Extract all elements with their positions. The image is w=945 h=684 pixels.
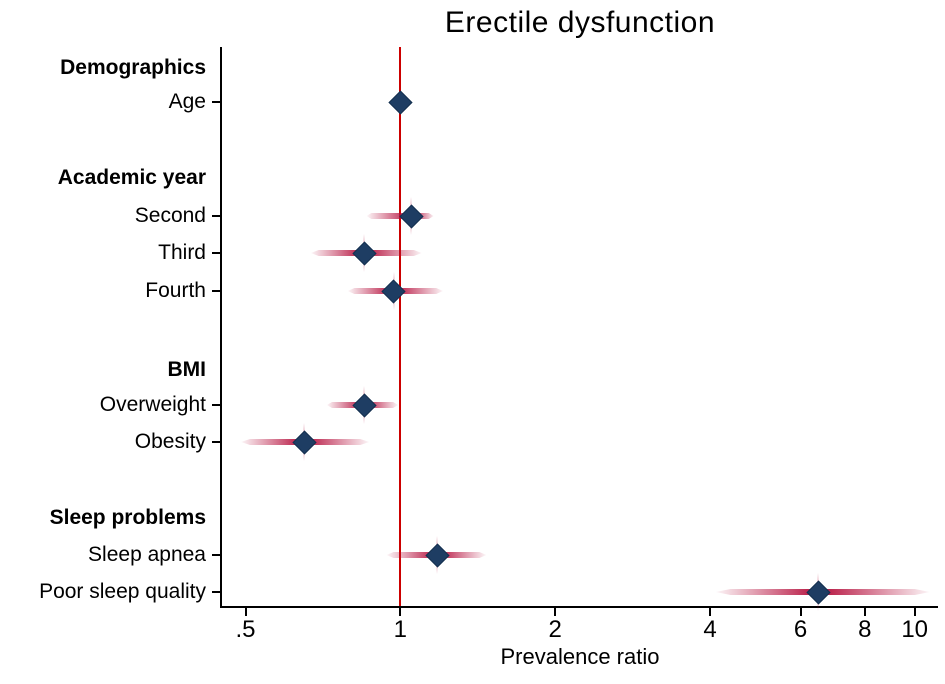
- group-header-label: BMI: [167, 358, 207, 381]
- x-tick-label: 1: [393, 616, 408, 643]
- row-label: Second: [134, 204, 206, 227]
- row-label: Overweight: [99, 393, 206, 416]
- point-marker: [352, 240, 377, 266]
- chart-title: Erectile dysfunction: [444, 6, 716, 39]
- y-tick: [212, 441, 220, 443]
- point-marker: [388, 89, 413, 115]
- point-marker: [381, 278, 406, 304]
- group-header-label: Demographics: [60, 56, 206, 79]
- point-marker: [425, 542, 450, 568]
- row-label: Age: [168, 90, 206, 113]
- group-header-label: Academic year: [57, 166, 206, 189]
- x-tick: [913, 608, 916, 616]
- x-tick: [244, 608, 247, 616]
- x-tick-label: 4: [703, 616, 717, 643]
- y-tick: [212, 290, 220, 292]
- x-tick-label: .5: [235, 616, 256, 643]
- row-label: Fourth: [145, 279, 206, 302]
- x-tick-label: 8: [858, 616, 872, 643]
- point-marker: [292, 429, 317, 455]
- x-axis-label: Prevalence ratio: [500, 644, 660, 669]
- group-header-label: Sleep problems: [49, 506, 206, 529]
- y-tick: [212, 404, 220, 406]
- y-axis-line: [220, 47, 222, 608]
- x-tick: [399, 608, 402, 616]
- row-label: Sleep apnea: [88, 543, 206, 566]
- x-tick-label: 2: [548, 616, 562, 643]
- x-tick: [709, 608, 712, 616]
- row-label: Third: [158, 241, 206, 264]
- row-label: Poor sleep quality: [39, 580, 206, 603]
- x-axis-line: [220, 606, 938, 608]
- point-marker: [352, 392, 377, 418]
- reference-line: [399, 47, 402, 606]
- y-tick: [212, 252, 220, 254]
- x-tick-label: 6: [793, 616, 808, 643]
- x-tick: [799, 608, 802, 616]
- x-tick: [554, 608, 557, 616]
- point-marker: [806, 579, 831, 605]
- point-marker: [399, 203, 424, 229]
- row-label: Obesity: [134, 430, 206, 453]
- x-tick-label: 10: [901, 616, 929, 643]
- x-tick: [863, 608, 866, 616]
- y-tick: [212, 554, 220, 556]
- y-tick: [212, 215, 220, 217]
- y-tick: [212, 101, 220, 103]
- y-tick: [212, 591, 220, 593]
